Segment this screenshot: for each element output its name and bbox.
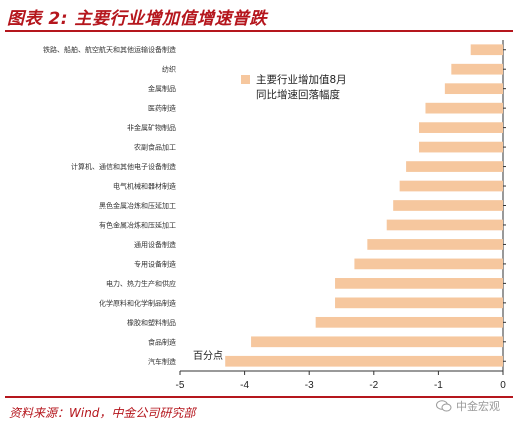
category-label: 医药制造 — [148, 104, 176, 113]
legend: 主要行业增加值8月 同比增速回落幅度 — [241, 73, 347, 101]
category-label: 金属制品 — [148, 84, 176, 93]
bar — [335, 278, 503, 289]
bar — [425, 102, 503, 114]
category-label: 专用设备制造 — [134, 259, 176, 268]
category-label: 非金属矿物制品 — [127, 123, 176, 132]
bar — [451, 63, 503, 75]
bar — [225, 355, 503, 367]
bar — [419, 122, 503, 133]
bar — [251, 336, 503, 348]
watermark-text: 中金宏观 — [456, 400, 500, 413]
bar — [470, 44, 503, 56]
category-label: 电力、热力生产和供应 — [106, 279, 176, 288]
bar — [444, 83, 503, 95]
x-tick-label: 0 — [500, 380, 506, 391]
legend-line-2: 同比增速回落幅度 — [256, 88, 340, 101]
chart-title: 图表 2: 主要行业增加值增速普跌 — [7, 9, 267, 29]
x-tick-label: -5 — [176, 380, 185, 391]
footer-rule — [5, 396, 513, 398]
category-label: 计算机、通信和其他电子设备制造 — [71, 162, 176, 171]
category-label: 通用设备制造 — [134, 240, 176, 249]
bar-group — [225, 44, 503, 367]
bar — [406, 161, 503, 172]
category-label: 铁路、船舶、航空航天和其他运输设备制造 — [43, 45, 176, 54]
x-tick-label: -2 — [369, 380, 378, 391]
category-label: 汽车制造 — [148, 357, 176, 366]
x-tick-label: -4 — [240, 380, 249, 391]
category-label: 橡胶和塑料制品 — [127, 318, 176, 327]
bar — [386, 219, 503, 231]
bar — [419, 141, 503, 153]
unit-annotation: 百分点 — [193, 350, 223, 362]
bar — [367, 239, 503, 250]
bar — [315, 316, 503, 328]
category-label: 化学原料和化学制品制造 — [99, 298, 176, 307]
category-label: 食品制造 — [148, 337, 176, 346]
wechat-icon — [436, 400, 452, 412]
x-tick-label: -1 — [434, 380, 443, 391]
category-label: 电气机械和器材制造 — [113, 182, 176, 191]
category-label: 有色金属冶炼和压延加工 — [99, 220, 176, 229]
source-note: 资料来源：Wind，中金公司研究部 — [9, 406, 196, 420]
category-label: 黑色金属冶炼和压延加工 — [99, 201, 176, 210]
bar — [335, 297, 503, 309]
category-label: 纺织 — [162, 65, 176, 74]
x-tick-label: -3 — [305, 380, 314, 391]
category-label: 农副食品加工 — [134, 143, 176, 152]
category-labels: 铁路、船舶、航空航天和其他运输设备制造纺织金属制品医药制造非金属矿物制品农副食品… — [43, 45, 176, 366]
bar — [354, 258, 503, 270]
legend-line-1: 主要行业增加值8月 — [256, 73, 347, 86]
bar — [399, 180, 503, 192]
bar — [393, 200, 503, 211]
watermark: 中金宏观 — [436, 398, 500, 414]
title-rule — [5, 30, 513, 32]
x-axis: -5 -4 -3 -2 -1 0 — [176, 371, 506, 391]
legend-swatch — [241, 75, 250, 84]
